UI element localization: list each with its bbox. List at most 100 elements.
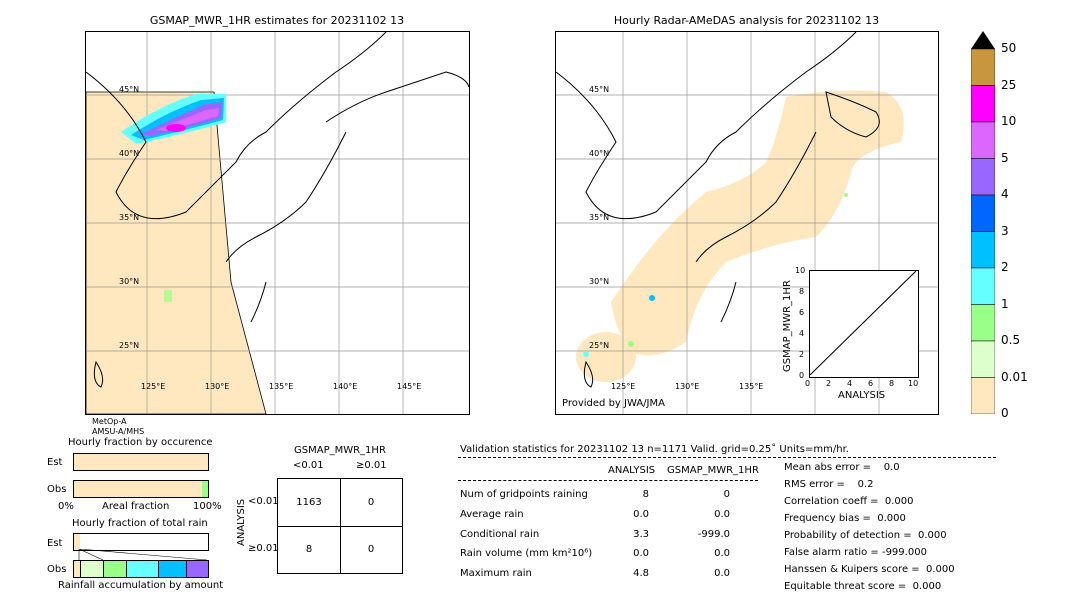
stat-gsmap-1: 0.0 — [714, 509, 730, 520]
score-3: Frequency bias = 0.000 — [784, 513, 906, 524]
colorbar-segment — [970, 121, 996, 159]
stat-gsmap-0: 0 — [723, 489, 730, 500]
axis-mid: Areal fraction — [102, 501, 170, 512]
rainfall-accum-label: Rainfall accumulation by amount — [58, 580, 224, 591]
left-lon-130: 130°E — [205, 382, 230, 391]
total-est-label: Est — [47, 538, 63, 549]
colorbar-segment — [970, 267, 996, 305]
stat-gsmap-4: 0.0 — [714, 568, 730, 579]
inset-ytick-2: 2 — [799, 350, 805, 359]
axis-left: 0% — [58, 501, 74, 512]
score-0: Mean abs error = 0.0 — [784, 462, 900, 473]
radar-rain — [583, 193, 848, 357]
provider-label: Provided by JWA/JMA — [562, 398, 665, 409]
right-map-title: Hourly Radar-AMeDAS analysis for 2023110… — [613, 14, 880, 27]
right-lon-130: 130°E — [675, 382, 700, 391]
occ-est-label: Est — [47, 457, 63, 468]
colorbar-segment — [970, 48, 996, 86]
stat-label-2: Conditional rain — [460, 529, 540, 540]
stat-analysis-4: 4.8 — [633, 568, 649, 579]
obs-seg-2 — [103, 561, 126, 577]
contingency-row2: ≥0.01 — [248, 543, 279, 554]
colorbar-segment — [970, 304, 996, 342]
left-lat-30: 30°N — [119, 277, 140, 286]
right-lat-25: 25°N — [589, 341, 610, 350]
total-est-bar — [73, 533, 209, 551]
left-lat-45: 45°N — [119, 85, 140, 94]
contingency-row1: <0.01 — [248, 496, 279, 507]
cell-a: 1163 — [296, 497, 322, 508]
left-lat-35: 35°N — [119, 213, 140, 222]
colorbar-segment — [970, 340, 996, 378]
stat-label-3: Rain volume (mm km²10⁶) — [460, 548, 593, 559]
left-map: 45°N 40°N 35°N 30°N 25°N 125°E 130°E 135… — [85, 31, 470, 415]
right-lat-40: 40°N — [589, 149, 610, 158]
right-lon-125: 125°E — [611, 382, 636, 391]
occ-obs-bar — [73, 480, 209, 498]
colorbar-label: 10 — [1001, 114, 1017, 128]
contingency-row-axis: ANALYSIS — [236, 498, 247, 546]
colorbar-label: 0.5 — [1001, 333, 1021, 347]
colorbar-label: 1 — [1001, 296, 1009, 311]
total-title: Hourly fraction of total rain — [72, 518, 208, 529]
inset-svg — [809, 270, 917, 376]
stat-label-0: Num of gridpoints raining — [460, 489, 588, 500]
total-obs-label: Obs — [47, 564, 67, 575]
inset-plot — [809, 270, 919, 378]
stat-gsmap-2: -999.0 — [697, 529, 730, 540]
score-7: Equitable threat score = 0.000 — [784, 581, 942, 592]
colorbar — [970, 31, 996, 415]
stat-label-1: Average rain — [460, 509, 524, 520]
right-lat-30: 30°N — [589, 277, 610, 286]
contingency-col1: <0.01 — [293, 460, 324, 471]
right-lat-45: 45°N — [589, 85, 610, 94]
validation-divider — [458, 457, 996, 458]
left-lat-25: 25°N — [119, 341, 140, 350]
cell-c: 8 — [305, 544, 313, 555]
contingency-table: 1163 0 8 0 — [277, 478, 403, 574]
right-lat-35: 35°N — [589, 213, 610, 222]
obs-seg-1 — [80, 561, 103, 577]
contingency-hline — [278, 526, 402, 527]
colorbar-label: 4 — [1001, 187, 1009, 201]
inset-xlabel: ANALYSIS — [838, 390, 886, 401]
left-lon-145: 145°E — [397, 382, 422, 391]
score-4: Probability of detection = 0.000 — [784, 530, 947, 541]
stat-analysis-2: 3.3 — [633, 529, 649, 540]
obs-seg-3 — [126, 561, 158, 577]
score-6: Hanssen & Kuipers score = 0.000 — [784, 564, 955, 575]
colorbar-segment — [970, 231, 996, 269]
score-5: False alarm ratio = -999.000 — [784, 547, 927, 558]
left-lon-135: 135°E — [269, 382, 294, 391]
col-gsmap: GSMAP_MWR_1HR — [667, 465, 759, 476]
colorbar-label: 25 — [1001, 77, 1017, 92]
colorbar-label: 3 — [1001, 223, 1009, 238]
obs-seg-0 — [74, 561, 80, 577]
cell-d: 0 — [367, 544, 375, 555]
stat-label-4: Maximum rain — [460, 568, 532, 579]
colorbar-label: 0 — [1001, 406, 1009, 420]
stat-gsmap-3: 0.0 — [714, 548, 730, 559]
inset-ytick-10: 10 — [795, 266, 806, 275]
inset-one-to-one-line — [809, 270, 917, 376]
inset-xtick-8: 8 — [889, 379, 895, 388]
occ-obs-label: Obs — [47, 484, 67, 495]
left-map-title: GSMAP_MWR_1HR estimates for 20231102 13 — [149, 14, 405, 27]
colorbar-label: 50 — [1001, 41, 1017, 55]
obs-seg-5 — [186, 561, 208, 577]
left-map-canvas — [86, 32, 469, 414]
colorbar-svg — [970, 31, 996, 415]
inset-ytick-8: 8 — [799, 287, 805, 296]
obs-seg-4 — [158, 561, 186, 577]
contingency-title: GSMAP_MWR_1HR — [294, 445, 386, 456]
total-obs-bar — [73, 560, 209, 578]
right-lon-135: 135°E — [739, 382, 764, 391]
axis-right: 100% — [193, 501, 222, 512]
stat-analysis-3: 0.0 — [633, 548, 649, 559]
cell-b: 0 — [367, 497, 375, 508]
stat-analysis-1: 0.0 — [633, 509, 649, 520]
total-connector — [78, 549, 208, 561]
satellite-label-2: AMSU-A/MHS — [92, 427, 145, 436]
inset-ylabel: GSMAP_MWR_1HR — [782, 280, 793, 372]
inset-ytick-6: 6 — [799, 308, 805, 317]
